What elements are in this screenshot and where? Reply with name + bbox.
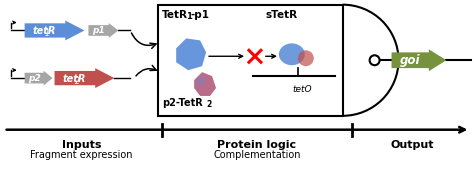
Polygon shape xyxy=(89,23,118,38)
Text: Inputs: Inputs xyxy=(62,140,101,150)
Bar xyxy=(158,5,343,116)
Ellipse shape xyxy=(279,43,305,65)
Text: sTetR: sTetR xyxy=(266,10,298,20)
Ellipse shape xyxy=(298,50,314,66)
Ellipse shape xyxy=(196,77,206,85)
Text: tetO: tetO xyxy=(292,85,311,94)
Text: tetR: tetR xyxy=(32,26,55,36)
Polygon shape xyxy=(25,71,53,86)
Polygon shape xyxy=(194,72,216,96)
Text: Protein logic: Protein logic xyxy=(218,140,297,150)
Polygon shape xyxy=(392,49,447,71)
Text: TetR: TetR xyxy=(162,10,188,20)
Polygon shape xyxy=(55,68,114,88)
Circle shape xyxy=(370,55,380,65)
Text: Fragment expression: Fragment expression xyxy=(30,150,133,160)
Polygon shape xyxy=(176,38,206,70)
Text: 2: 2 xyxy=(75,77,80,86)
Text: 1: 1 xyxy=(186,12,192,21)
Text: -p1: -p1 xyxy=(190,10,209,20)
Text: Complementation: Complementation xyxy=(213,150,301,160)
Text: goi: goi xyxy=(400,54,420,67)
Text: p1: p1 xyxy=(92,26,105,35)
Text: 1: 1 xyxy=(45,29,50,38)
Text: tetR: tetR xyxy=(62,74,86,84)
Text: p2: p2 xyxy=(28,74,40,83)
Polygon shape xyxy=(25,21,84,40)
Text: 2: 2 xyxy=(206,100,211,109)
Text: p2-TetR: p2-TetR xyxy=(162,98,203,108)
Text: Output: Output xyxy=(391,140,434,150)
